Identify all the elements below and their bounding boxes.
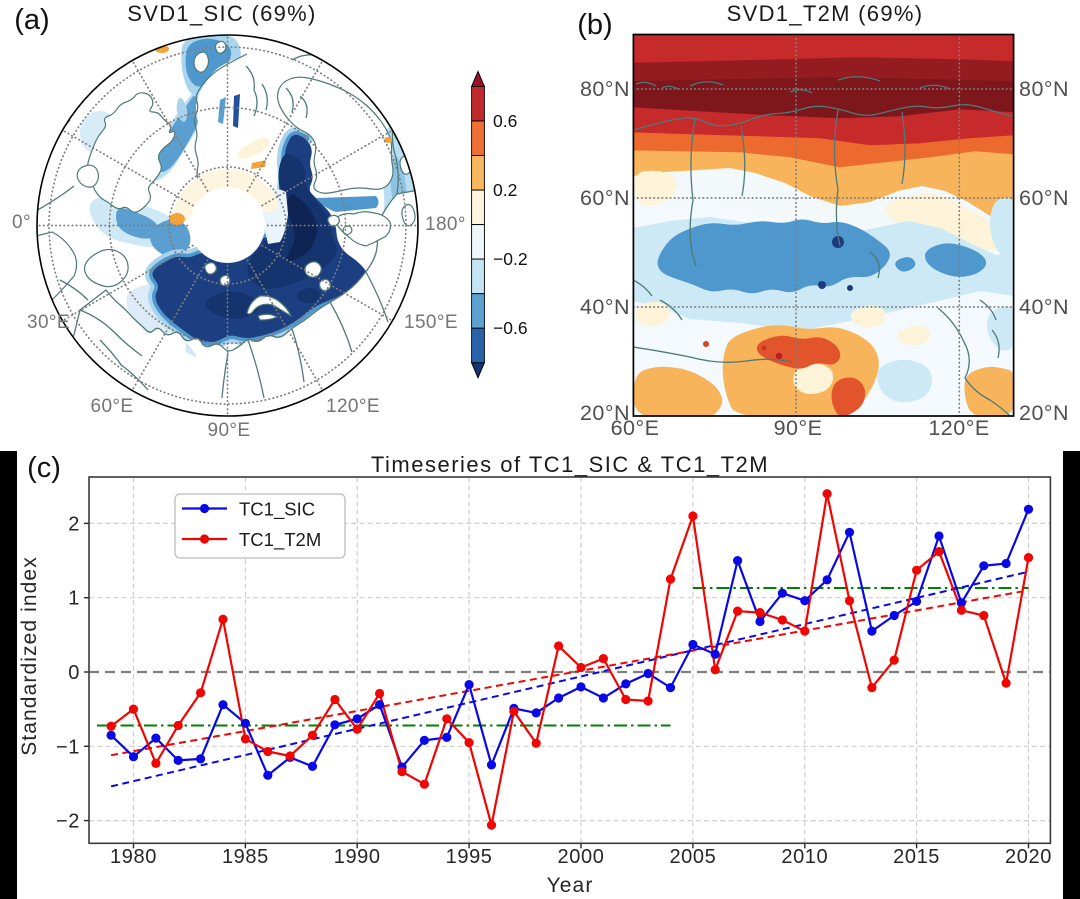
svg-text:(c): (c) xyxy=(27,452,61,484)
svg-text:−0.6: −0.6 xyxy=(493,318,528,338)
svg-text:60°N: 60°N xyxy=(1019,186,1069,210)
svg-text:Standardized index: Standardized index xyxy=(18,556,41,756)
svg-text:1980: 1980 xyxy=(110,846,157,868)
svg-text:SVD1_SIC (69%): SVD1_SIC (69%) xyxy=(127,1,316,26)
svg-text:80°N: 80°N xyxy=(1019,77,1069,101)
svg-text:2020: 2020 xyxy=(1005,846,1052,868)
svg-text:20°N: 20°N xyxy=(580,401,630,425)
svg-text:120°E: 120°E xyxy=(326,396,380,417)
svg-text:(b): (b) xyxy=(577,9,612,41)
svg-text:60°N: 60°N xyxy=(580,186,630,210)
svg-text:1995: 1995 xyxy=(446,846,493,868)
svg-text:2005: 2005 xyxy=(669,846,716,868)
svg-text:Year: Year xyxy=(547,874,594,897)
svg-text:40°N: 40°N xyxy=(580,295,630,319)
svg-text:(a): (a) xyxy=(14,4,49,36)
svg-text:60°E: 60°E xyxy=(90,396,133,417)
svg-text:TC1_T2M: TC1_T2M xyxy=(239,529,321,551)
svg-text:80°N: 80°N xyxy=(580,77,630,101)
svg-text:0.6: 0.6 xyxy=(493,111,517,131)
svg-text:40°N: 40°N xyxy=(1019,295,1069,319)
svg-text:60°E: 60°E xyxy=(611,416,660,440)
svg-text:30°E: 30°E xyxy=(27,312,70,333)
svg-text:2000: 2000 xyxy=(558,846,605,868)
svg-text:−0.2: −0.2 xyxy=(493,249,528,269)
svg-text:180°: 180° xyxy=(425,214,466,235)
svg-text:1990: 1990 xyxy=(334,846,381,868)
svg-text:2010: 2010 xyxy=(781,846,828,868)
svg-text:−2: −2 xyxy=(56,811,80,833)
svg-text:120°E: 120°E xyxy=(928,416,989,440)
svg-text:0°: 0° xyxy=(12,212,31,233)
svg-text:2015: 2015 xyxy=(893,846,940,868)
svg-text:150°E: 150°E xyxy=(404,312,458,333)
svg-text:2: 2 xyxy=(68,513,80,535)
svg-text:1985: 1985 xyxy=(222,846,269,868)
svg-text:90°E: 90°E xyxy=(207,420,250,441)
svg-text:1: 1 xyxy=(68,588,80,610)
svg-text:Timeseries of TC1_SIC & TC1_T2: Timeseries of TC1_SIC & TC1_T2M xyxy=(371,452,769,477)
svg-text:SVD1_T2M (69%): SVD1_T2M (69%) xyxy=(727,1,924,26)
svg-text:90°E: 90°E xyxy=(774,416,823,440)
svg-text:−1: −1 xyxy=(56,736,80,758)
svg-text:TC1_SIC: TC1_SIC xyxy=(239,499,315,521)
svg-text:0: 0 xyxy=(68,662,80,684)
svg-text:0.2: 0.2 xyxy=(493,180,517,200)
svg-text:20°N: 20°N xyxy=(1019,401,1069,425)
